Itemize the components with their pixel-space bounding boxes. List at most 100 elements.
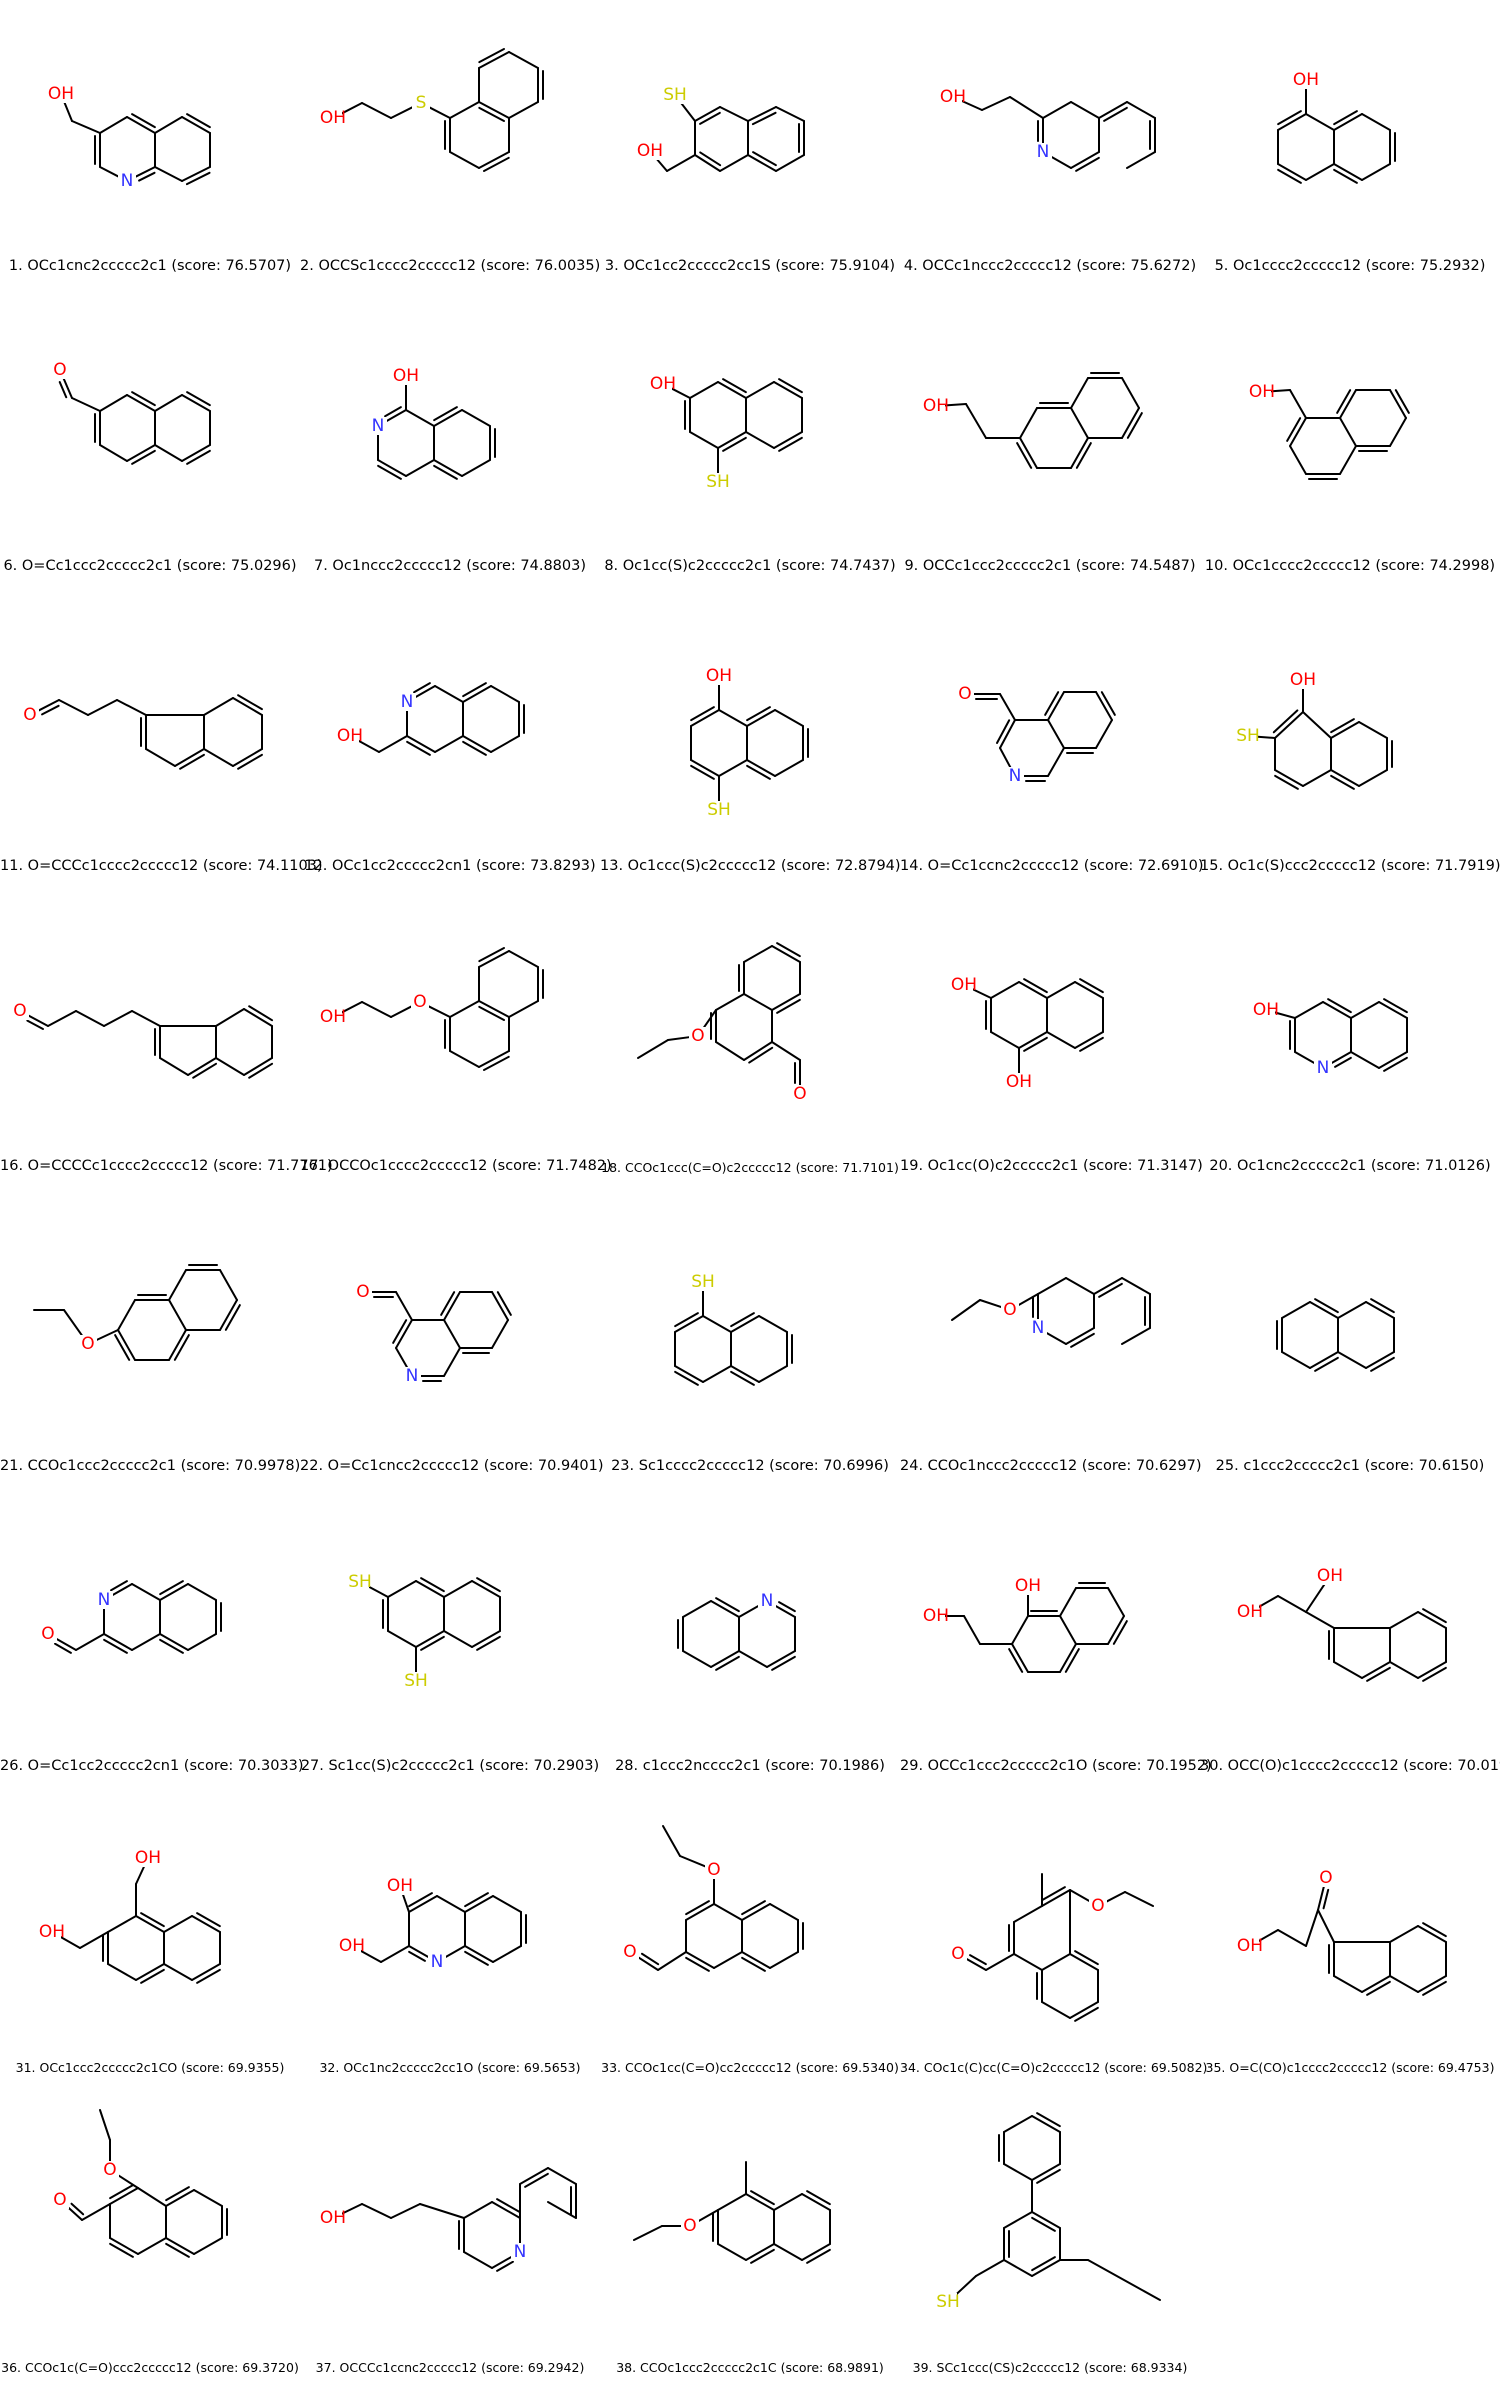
- bond-line: [1009, 96, 1044, 119]
- bond-line: [193, 2189, 223, 2207]
- bond-line: [193, 2237, 223, 2255]
- bond-line: [36, 699, 60, 713]
- bond-line: [117, 1329, 136, 1361]
- bond-line: [366, 1584, 389, 1598]
- atom-label-background: [705, 1861, 723, 1879]
- bond-line: [1389, 389, 1407, 419]
- atom-label: O: [691, 1026, 704, 1046]
- bond-line: [415, 1630, 445, 1648]
- molecule-structure: OH SH: [650, 374, 803, 492]
- bond-line: [1370, 1298, 1395, 1314]
- bond-line: [1003, 2163, 1033, 2181]
- atom-label-background: [341, 727, 359, 745]
- bond-line: [1383, 998, 1408, 1014]
- bond-line: [682, 1650, 712, 1668]
- molecule-structure: ON: [951, 1277, 1151, 1348]
- atom-label: O: [41, 1624, 54, 1644]
- bond-line: [103, 1010, 133, 1027]
- molecule-caption: 13. Oc1ccc(S)c2ccccc12 (score: 72.8794): [600, 858, 901, 874]
- molecule-cell: OH 10. OCc1cccc2ccccc12 (score: 74.2998): [1200, 300, 1500, 600]
- bond-line: [387, 1580, 417, 1598]
- molecule-caption: 22. O=Cc1cncc2ccccc12 (score: 70.9401): [300, 1458, 604, 1474]
- bond-line: [339, 1001, 363, 1015]
- bond-line: [378, 735, 408, 753]
- bond-line: [433, 406, 458, 422]
- bond-line: [131, 1633, 161, 1651]
- bond-line: [1333, 113, 1363, 131]
- molecule-structure: ON: [354, 1282, 512, 1386]
- bond-line: [685, 1900, 710, 1916]
- bond-line: [478, 1000, 510, 1018]
- bond-line: [478, 101, 510, 119]
- bond-line: [1305, 1909, 1319, 1947]
- bond-line: [163, 1915, 193, 1933]
- bond-line: [717, 2193, 747, 2211]
- bond-line: [464, 1945, 494, 1963]
- atom-label: O: [53, 360, 66, 380]
- bond-line: [1417, 1925, 1447, 1943]
- atom-label: SH: [691, 1272, 715, 1292]
- bond-line: [746, 764, 771, 780]
- bond-line: [774, 709, 804, 727]
- bond-line: [135, 1963, 165, 1981]
- bond-line: [1322, 1888, 1330, 1910]
- bond-line: [1023, 978, 1048, 994]
- bond-line: [769, 1951, 799, 1969]
- molecule-cell: 25. c1ccc2ccccc2c1 (score: 70.6150): [1200, 1200, 1500, 1500]
- bond-line: [131, 1010, 161, 1027]
- bond-line: [1018, 981, 1048, 999]
- molecule-caption: 1. OCc1cnc2ccccc2c1 (score: 76.5707): [8, 258, 292, 274]
- bond-line: [1305, 1581, 1327, 1613]
- molecule-structure: O: [633, 2161, 831, 2264]
- atom-label: O: [1091, 1896, 1104, 1916]
- atom-label-background: [1253, 383, 1271, 401]
- bond-line: [776, 942, 801, 958]
- bond-line: [1069, 1953, 1099, 1971]
- bond-line: [667, 1036, 692, 1041]
- bond-line: [405, 409, 435, 427]
- bond-line: [666, 154, 696, 172]
- bond-line: [963, 1615, 981, 1645]
- bond-line: [674, 1312, 699, 1328]
- bond-line: [1330, 721, 1360, 739]
- bond-line: [745, 431, 775, 449]
- bond-line: [356, 738, 380, 753]
- molecule-structure: OO: [621, 1825, 804, 1972]
- molecule-caption: 7. Oc1nccc2ccccc12 (score: 74.8803): [313, 558, 587, 574]
- bond-line: [1389, 1661, 1419, 1679]
- bond-line: [163, 1963, 193, 1981]
- bond-line: [131, 113, 156, 129]
- atom-label-background: [1006, 767, 1024, 785]
- bond-line: [159, 1638, 184, 1654]
- bond-line: [1031, 2216, 1056, 2232]
- molecule-cell: O N 14. O=Cc1ccnc2ccccc12 (score: 72.6910): [900, 600, 1204, 900]
- atom-label: OH: [923, 396, 949, 416]
- bond-line: [99, 2109, 111, 2141]
- bond-line: [1069, 1889, 1093, 1904]
- bond-line: [1337, 1351, 1367, 1369]
- bond-line: [215, 1057, 245, 1076]
- bond-line: [377, 459, 407, 477]
- bond-line: [745, 381, 775, 399]
- atom-label: OH: [940, 87, 966, 107]
- atom-label: N: [1032, 1318, 1045, 1338]
- bond-line: [1361, 163, 1391, 181]
- bond-line: [743, 945, 773, 963]
- bond-line: [1070, 407, 1089, 439]
- bond-line: [232, 748, 263, 767]
- bond-line: [478, 947, 505, 963]
- atom-label: O: [1003, 1300, 1016, 1320]
- bond-line: [1370, 1356, 1395, 1372]
- bond-line: [94, 1329, 119, 1342]
- bond-line: [1121, 1327, 1151, 1345]
- bond-line: [1023, 1036, 1048, 1052]
- molecule-cell: OH N 7. Oc1nccc2ccccc12 (score: 74.8803): [300, 300, 600, 600]
- molecule-structure: OH O: [320, 947, 544, 1071]
- bond-line: [771, 945, 801, 963]
- bond-line: [54, 1642, 72, 1654]
- bond-line: [1070, 437, 1089, 469]
- bond-line: [1277, 113, 1307, 131]
- bond-line: [203, 697, 234, 716]
- bond-line: [483, 1055, 510, 1071]
- bond-line: [71, 397, 101, 412]
